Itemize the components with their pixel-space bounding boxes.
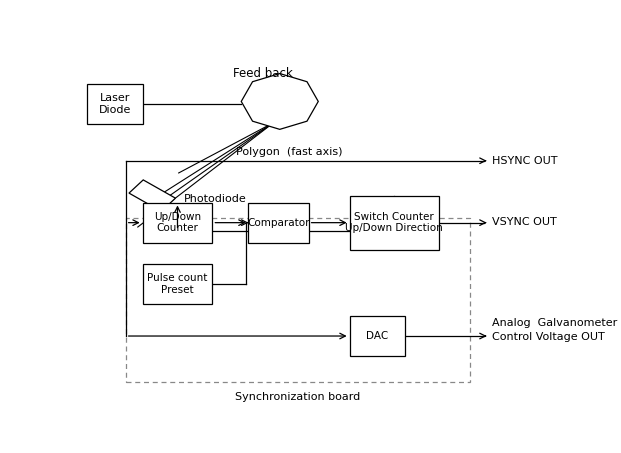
Text: Synchronization board: Synchronization board: [235, 392, 360, 402]
Bar: [350, 316, 405, 356]
Bar: [125, 218, 470, 382]
Text: Photodiode: Photodiode: [184, 194, 247, 204]
Bar: [248, 202, 309, 243]
Text: DAC: DAC: [366, 331, 388, 341]
Bar: [87, 84, 143, 124]
Text: VSYNC OUT: VSYNC OUT: [491, 217, 556, 227]
Polygon shape: [129, 180, 176, 212]
Text: Laser
Diode: Laser Diode: [99, 93, 131, 115]
Polygon shape: [241, 73, 318, 130]
Bar: [350, 196, 438, 250]
Text: Polygon  (fast axis): Polygon (fast axis): [236, 147, 343, 157]
Bar: [143, 264, 212, 304]
Text: Analog  Galvanometer: Analog Galvanometer: [491, 318, 617, 328]
Bar: [143, 202, 212, 243]
Text: Up/Down
Counter: Up/Down Counter: [154, 212, 201, 233]
Text: Control Voltage OUT: Control Voltage OUT: [491, 332, 604, 342]
Text: Feed back: Feed back: [233, 67, 292, 80]
Text: HSYNC OUT: HSYNC OUT: [491, 156, 557, 166]
Text: Pulse count
Preset: Pulse count Preset: [147, 273, 207, 294]
Text: Switch Counter
Up/Down Direction: Switch Counter Up/Down Direction: [345, 212, 443, 233]
Text: Comparator: Comparator: [247, 217, 310, 228]
